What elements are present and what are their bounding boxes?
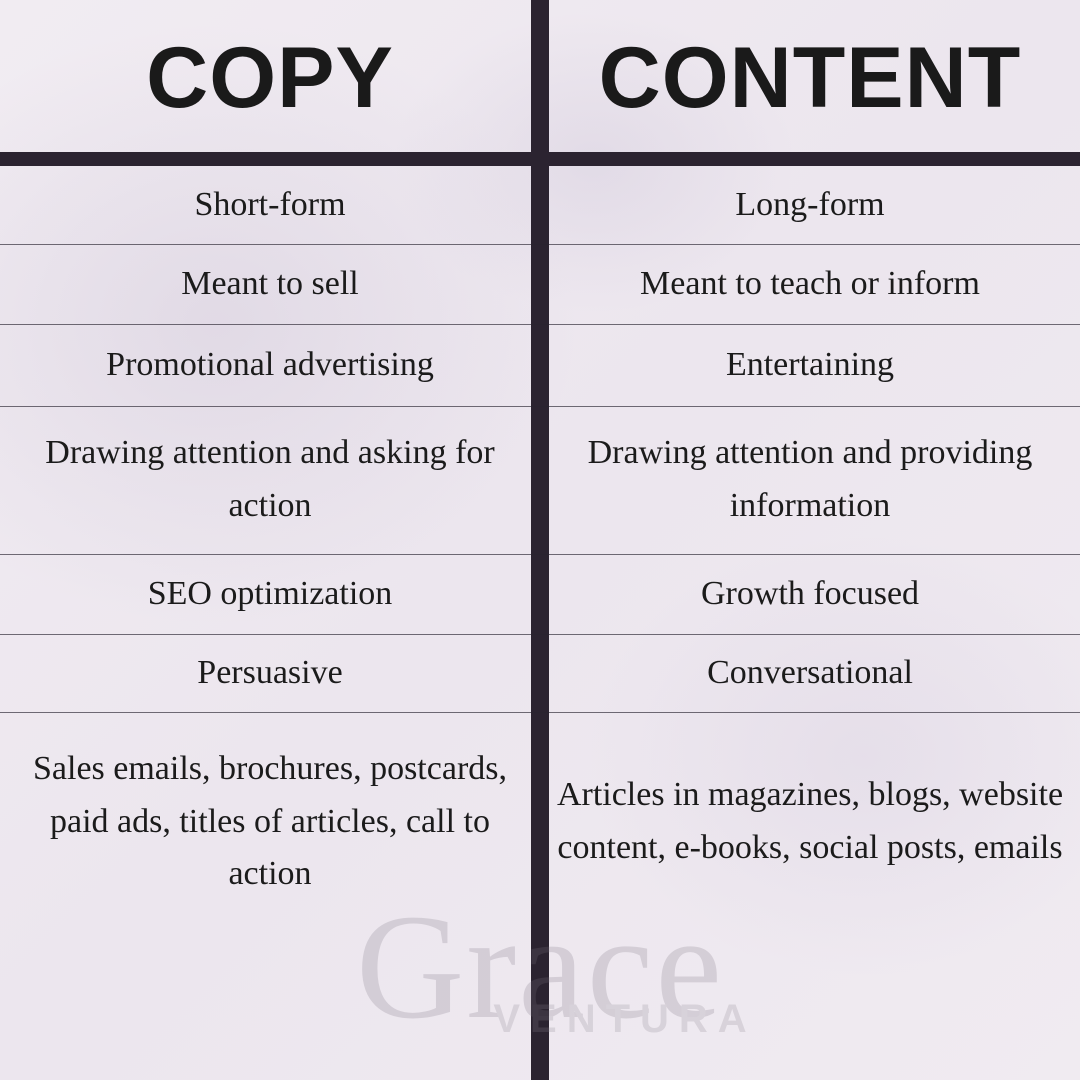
table-cell: Conversational <box>540 634 1080 712</box>
horizontal-divider <box>0 152 1080 166</box>
comparison-table: COPY Short-formMeant to sellPromotional … <box>0 0 1080 1080</box>
table-cell: Drawing attention and providing informat… <box>540 406 1080 554</box>
row-divider <box>0 634 1080 635</box>
heading-copy: COPY <box>0 0 540 152</box>
table-cell: Short-form <box>0 166 540 244</box>
table-cell: SEO optimization <box>0 554 540 634</box>
table-cell: Persuasive <box>0 634 540 712</box>
table-cell: Long-form <box>540 166 1080 244</box>
table-cell: Sales emails, brochures, postcards, paid… <box>0 712 540 932</box>
row-divider <box>0 244 1080 245</box>
table-cell: Drawing attention and asking for action <box>0 406 540 554</box>
rows-copy: Short-formMeant to sellPromotional adver… <box>0 166 540 932</box>
row-divider <box>0 712 1080 713</box>
row-divider <box>0 554 1080 555</box>
table-cell: Growth focused <box>540 554 1080 634</box>
table-cell: Meant to teach or inform <box>540 244 1080 324</box>
heading-content: CONTENT <box>540 0 1080 152</box>
table-cell: Meant to sell <box>0 244 540 324</box>
row-divider <box>0 324 1080 325</box>
table-cell: Articles in magazines, blogs, website co… <box>540 712 1080 932</box>
row-divider <box>0 406 1080 407</box>
table-cell: Promotional advertising <box>0 324 540 406</box>
table-cell: Entertaining <box>540 324 1080 406</box>
rows-content: Long-formMeant to teach or informEnterta… <box>540 166 1080 932</box>
